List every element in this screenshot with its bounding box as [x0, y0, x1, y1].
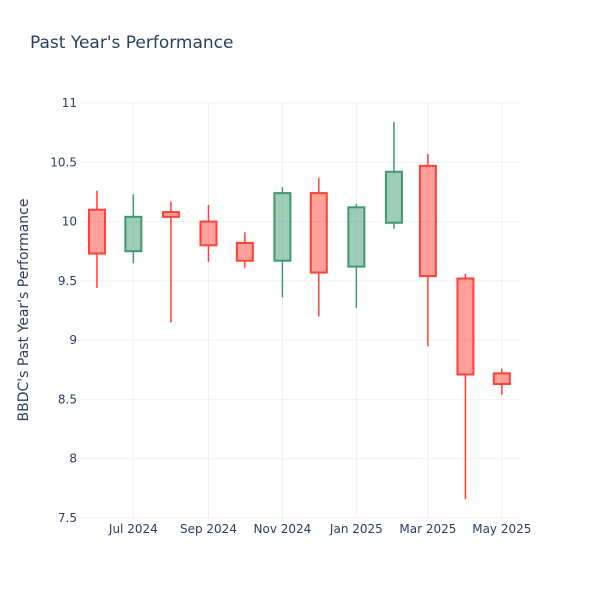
candle-body: [384, 170, 403, 224]
candle-increasing: [124, 194, 143, 264]
candle-decreasing: [235, 232, 254, 268]
candle-body: [161, 211, 180, 218]
candle-body: [235, 241, 254, 262]
x-tick-label: May 2025: [472, 522, 531, 536]
candles-layer: [87, 121, 511, 500]
y-tick-label: 9.5: [58, 274, 77, 288]
candle-decreasing: [492, 368, 511, 395]
candle-body: [418, 164, 437, 278]
candle-body: [492, 372, 511, 386]
candle-decreasing: [199, 204, 218, 262]
y-tick-label: 8: [69, 452, 77, 466]
candle-decreasing: [161, 201, 180, 323]
candle-decreasing: [309, 177, 328, 317]
candle-body: [273, 192, 292, 262]
y-tick-label: 11: [62, 96, 77, 110]
x-tick-label: Nov 2024: [254, 522, 312, 536]
candle-increasing: [347, 203, 366, 309]
x-tick-label: Jan 2025: [329, 522, 383, 536]
candle-body: [347, 206, 366, 268]
candle-body: [309, 192, 328, 274]
ticks-layer: 7.5 8 8.5 9 9.5 10 10.5 11 Jul 2024 Sep 2024 Nov 2…: [50, 96, 531, 536]
y-tick-label: 10: [62, 215, 77, 229]
candle-body: [456, 277, 475, 376]
x-tick-label: Jul 2024: [108, 522, 158, 536]
candle-increasing: [384, 121, 403, 229]
y-tick-label: 8.5: [58, 392, 77, 406]
y-tick-label: 10.5: [50, 155, 77, 169]
chart-title: Past Year's Performance: [30, 33, 234, 53]
candle-decreasing: [456, 273, 475, 500]
grid-layer: [80, 102, 520, 519]
candle-body: [87, 208, 106, 255]
candle-decreasing: [87, 190, 106, 288]
y-tick-label: 7.5: [58, 511, 77, 525]
candle-body: [124, 215, 143, 253]
x-tick-label: Mar 2025: [399, 522, 456, 536]
y-tick-label: 9: [69, 333, 77, 347]
candle-decreasing: [418, 153, 437, 347]
candle-increasing: [273, 187, 292, 298]
candle-body: [199, 220, 218, 247]
x-tick-label: Sep 2024: [180, 522, 237, 536]
y-axis-title: BBDC's Past Year's Performance: [16, 199, 32, 422]
